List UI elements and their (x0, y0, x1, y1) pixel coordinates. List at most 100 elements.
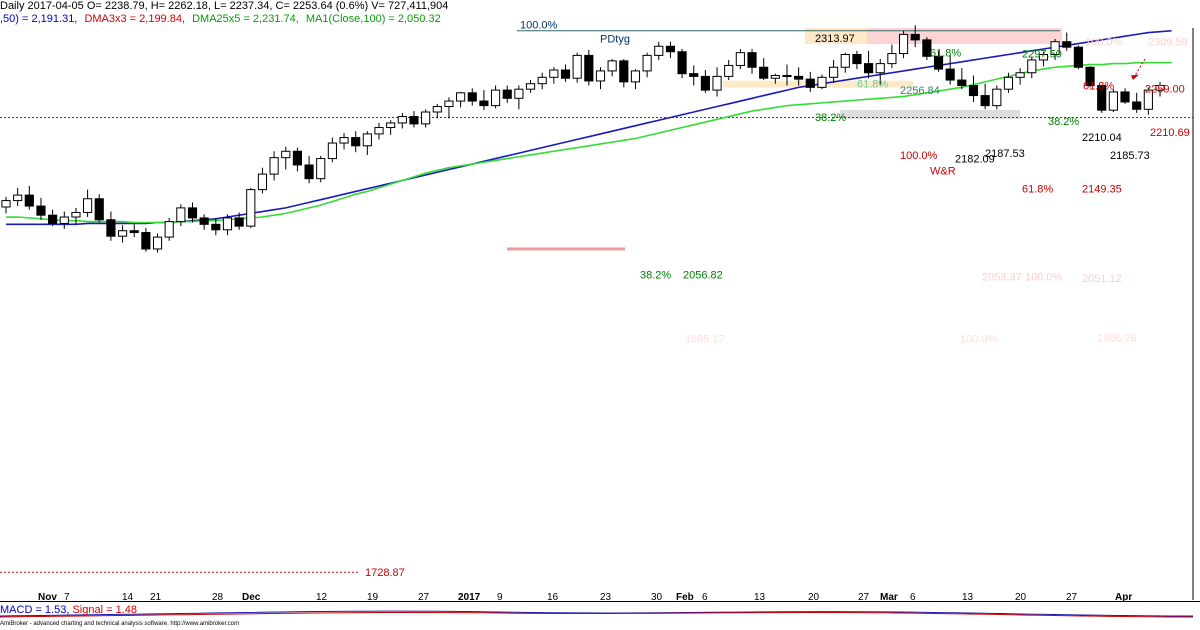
candle (199, 217, 209, 225)
x-tick-label: 30 (651, 592, 663, 603)
candle (875, 63, 885, 74)
candle (794, 75, 804, 80)
candle (71, 211, 81, 218)
candle (316, 158, 326, 180)
x-tick-label: Feb (676, 592, 694, 603)
level-label: 38.2% (1048, 116, 1079, 128)
x-tick-label: 20 (1015, 592, 1027, 603)
candle (1155, 85, 1165, 91)
signal-arrowhead (1131, 74, 1139, 81)
candle (1108, 91, 1118, 111)
level-label: 61.8% (857, 79, 888, 91)
candle (117, 230, 128, 237)
candle (339, 137, 349, 144)
candle (537, 76, 547, 85)
candle (549, 69, 559, 78)
candle (642, 54, 652, 72)
level-label: 100.0% (1085, 37, 1123, 49)
level-label: 2210.04 (1082, 132, 1122, 144)
candle (257, 173, 268, 191)
x-tick-label: 2017 (458, 592, 481, 603)
x-tick-label: 16 (547, 592, 559, 603)
candle (456, 92, 466, 102)
candle (525, 83, 536, 90)
candle (1015, 72, 1025, 78)
candle (1097, 85, 1107, 111)
macd-value: MACD = 1.53, (0, 604, 70, 616)
level-label: 61.8% (1083, 81, 1114, 93)
candle (397, 116, 407, 124)
candle (490, 89, 501, 107)
candle (59, 216, 69, 224)
level-label: 38.2% (815, 112, 846, 124)
level-label: 2053.37 (982, 271, 1022, 283)
candle (980, 95, 990, 107)
level-label: 2256.84 (900, 85, 940, 97)
candle (1085, 66, 1095, 87)
candle (1, 200, 11, 208)
x-tick-label: 27 (418, 592, 430, 603)
level-label: 100.0% (900, 150, 938, 162)
candle (677, 51, 687, 75)
level-label: 2309.59 (1148, 37, 1188, 49)
candle (444, 100, 454, 108)
candle (83, 198, 93, 213)
level-label: 2149.35 (1082, 184, 1122, 196)
candle (759, 66, 769, 79)
candle (712, 75, 722, 91)
candle (1143, 89, 1153, 110)
candle (957, 79, 967, 87)
level-label: 100.0% (960, 333, 998, 345)
candle (432, 106, 442, 113)
x-tick-label: 7 (64, 592, 70, 603)
candle (887, 53, 897, 65)
candle (386, 122, 396, 129)
candle (840, 53, 850, 68)
macd-signal: Signal = 1.48 (72, 604, 137, 616)
candle (945, 68, 955, 81)
candle (805, 78, 815, 88)
level-label: 61.8% (1022, 184, 1053, 196)
candle (933, 55, 944, 70)
candle (222, 217, 233, 231)
ma100-readout: MA1(Close,100) = 2,050.32 (305, 13, 441, 25)
candle (770, 74, 780, 79)
level-label: 2187.53 (985, 148, 1025, 160)
candle (584, 54, 594, 82)
candle (898, 33, 909, 55)
candle (922, 39, 932, 57)
dma3-readout: DMA3x3 = 2,199.84, (84, 13, 186, 25)
candle (852, 53, 862, 65)
x-tick-label: 13 (754, 592, 766, 603)
candle (164, 221, 174, 238)
candle (864, 63, 874, 74)
macd-readout: MACD = 1.53, Signal = 1.48 (0, 604, 137, 616)
candle (152, 236, 163, 250)
macd-line (0, 610, 1194, 617)
candle (595, 70, 606, 82)
x-tick-label: Mar (880, 592, 898, 603)
candle (421, 111, 431, 125)
candle (13, 194, 23, 202)
candle (630, 70, 641, 83)
candle (1120, 91, 1130, 103)
x-tick-label: 27 (1066, 592, 1078, 603)
chart-header-indicators: ,50) = 2,191.31, DMA3x3 = 2,199.84, DMA2… (0, 13, 445, 26)
dma25-readout: DMA25x5 = 2,231.74, (192, 13, 299, 25)
x-tick-label: Nov (38, 592, 57, 603)
x-tick-label: 12 (316, 592, 328, 603)
support-zone (840, 109, 1020, 119)
candle (94, 198, 104, 221)
candle (560, 69, 571, 79)
level-label: 2185.73 (1110, 150, 1150, 162)
candle (1132, 101, 1142, 110)
level-label: 2297.50 (1022, 49, 1062, 61)
candle (281, 150, 291, 159)
candle (409, 116, 419, 125)
candle (129, 230, 139, 234)
candle (910, 33, 920, 41)
candle (607, 60, 617, 72)
annotation-label: PDtyg (600, 34, 630, 46)
candle (211, 223, 221, 231)
candle (619, 60, 629, 83)
